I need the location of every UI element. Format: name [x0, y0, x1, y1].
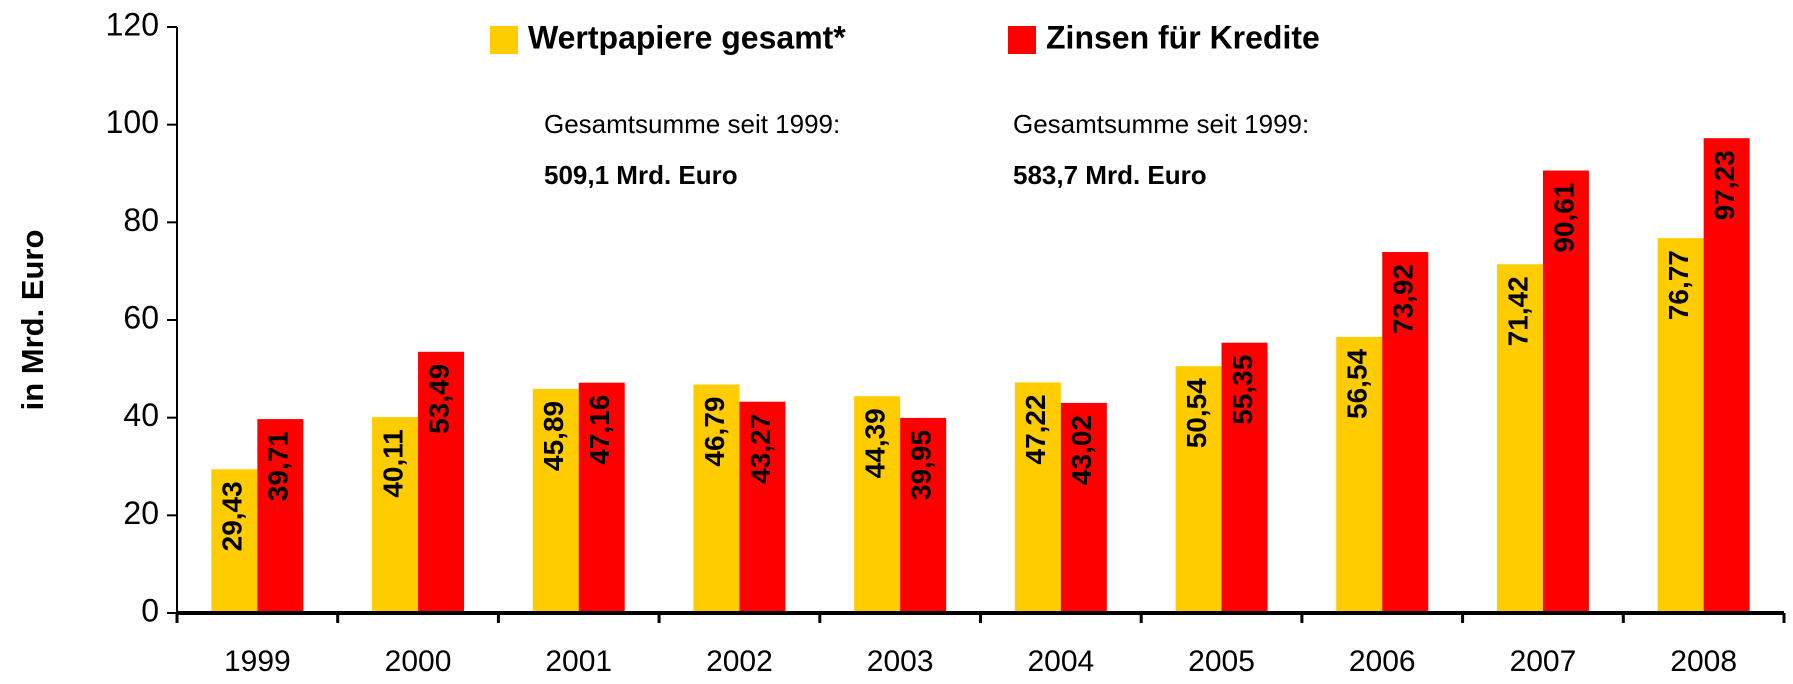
legend-label: Wertpapiere gesamt*: [528, 19, 846, 55]
x-tick-label: 1999: [224, 645, 291, 678]
x-tick-label: 2008: [1670, 645, 1737, 678]
y-tick-label: 120: [106, 6, 159, 42]
bar: [1060, 402, 1107, 613]
bar: [257, 419, 304, 613]
x-tick-label: 2002: [706, 645, 773, 678]
value-label: 40,11: [377, 429, 408, 498]
bar: [1336, 336, 1383, 613]
y-axis-label: in Mrd. Euro: [15, 230, 50, 411]
bar: [1703, 138, 1750, 614]
bar: [1496, 264, 1543, 613]
bar: [1542, 170, 1589, 613]
y-tick-label: 20: [123, 495, 159, 531]
value-label: 45,89: [538, 401, 569, 471]
bar: [211, 469, 258, 613]
bar: [900, 417, 947, 613]
bar: [739, 401, 786, 613]
value-label: 53,49: [423, 364, 454, 434]
y-tick-label: 80: [123, 202, 159, 238]
value-label: 90,61: [1548, 183, 1579, 253]
value-label: 44,39: [860, 408, 891, 478]
y-tick-label: 60: [123, 299, 159, 335]
bar: [372, 417, 419, 613]
bar: [693, 384, 740, 613]
annotation: Gesamtsumme seit 1999:: [1013, 109, 1309, 139]
x-tick-label: 2003: [867, 645, 934, 678]
x-tick-label: 2006: [1349, 645, 1416, 678]
value-label: 46,79: [699, 397, 730, 467]
bar: [532, 388, 579, 613]
annotation: Gesamtsumme seit 1999:: [544, 109, 840, 139]
x-tick-label: 2000: [385, 645, 452, 678]
value-label: 29,43: [217, 481, 248, 551]
value-label: 50,54: [1181, 378, 1212, 448]
x-tick-label: 2007: [1510, 645, 1577, 678]
value-label: 73,92: [1388, 264, 1419, 334]
bar: [1221, 342, 1268, 613]
x-tick-label: 2004: [1027, 645, 1094, 678]
value-label: 55,35: [1227, 355, 1258, 425]
bar: [1382, 252, 1429, 614]
legend-swatch: [490, 26, 518, 54]
y-tick-label: 40: [123, 397, 159, 433]
value-label: 47,22: [1020, 394, 1051, 464]
value-label: 76,77: [1663, 250, 1694, 320]
bar: [1175, 366, 1222, 613]
legend-label: Zinsen für Kredite: [1046, 19, 1320, 55]
bar: [854, 396, 901, 613]
value-label: 97,23: [1709, 150, 1740, 220]
value-label: 43,27: [745, 414, 776, 484]
bar: [418, 351, 465, 613]
value-label: 39,95: [906, 430, 937, 500]
legend-swatch: [1008, 26, 1036, 54]
annotation: 583,7 Mrd. Euro: [1013, 160, 1207, 190]
value-label: 47,16: [584, 395, 615, 465]
value-label: 43,02: [1066, 415, 1097, 485]
y-tick-label: 0: [141, 592, 159, 628]
value-label: 39,71: [263, 431, 294, 501]
x-tick-label: 2001: [545, 645, 612, 678]
bar: [1657, 238, 1704, 613]
bar: [578, 382, 625, 613]
value-label: 56,54: [1342, 348, 1373, 418]
x-tick-label: 2005: [1188, 645, 1255, 678]
annotation: 509,1 Mrd. Euro: [544, 160, 738, 190]
y-tick-label: 100: [106, 104, 159, 140]
bar: [1014, 382, 1061, 613]
value-label: 71,42: [1502, 276, 1533, 346]
